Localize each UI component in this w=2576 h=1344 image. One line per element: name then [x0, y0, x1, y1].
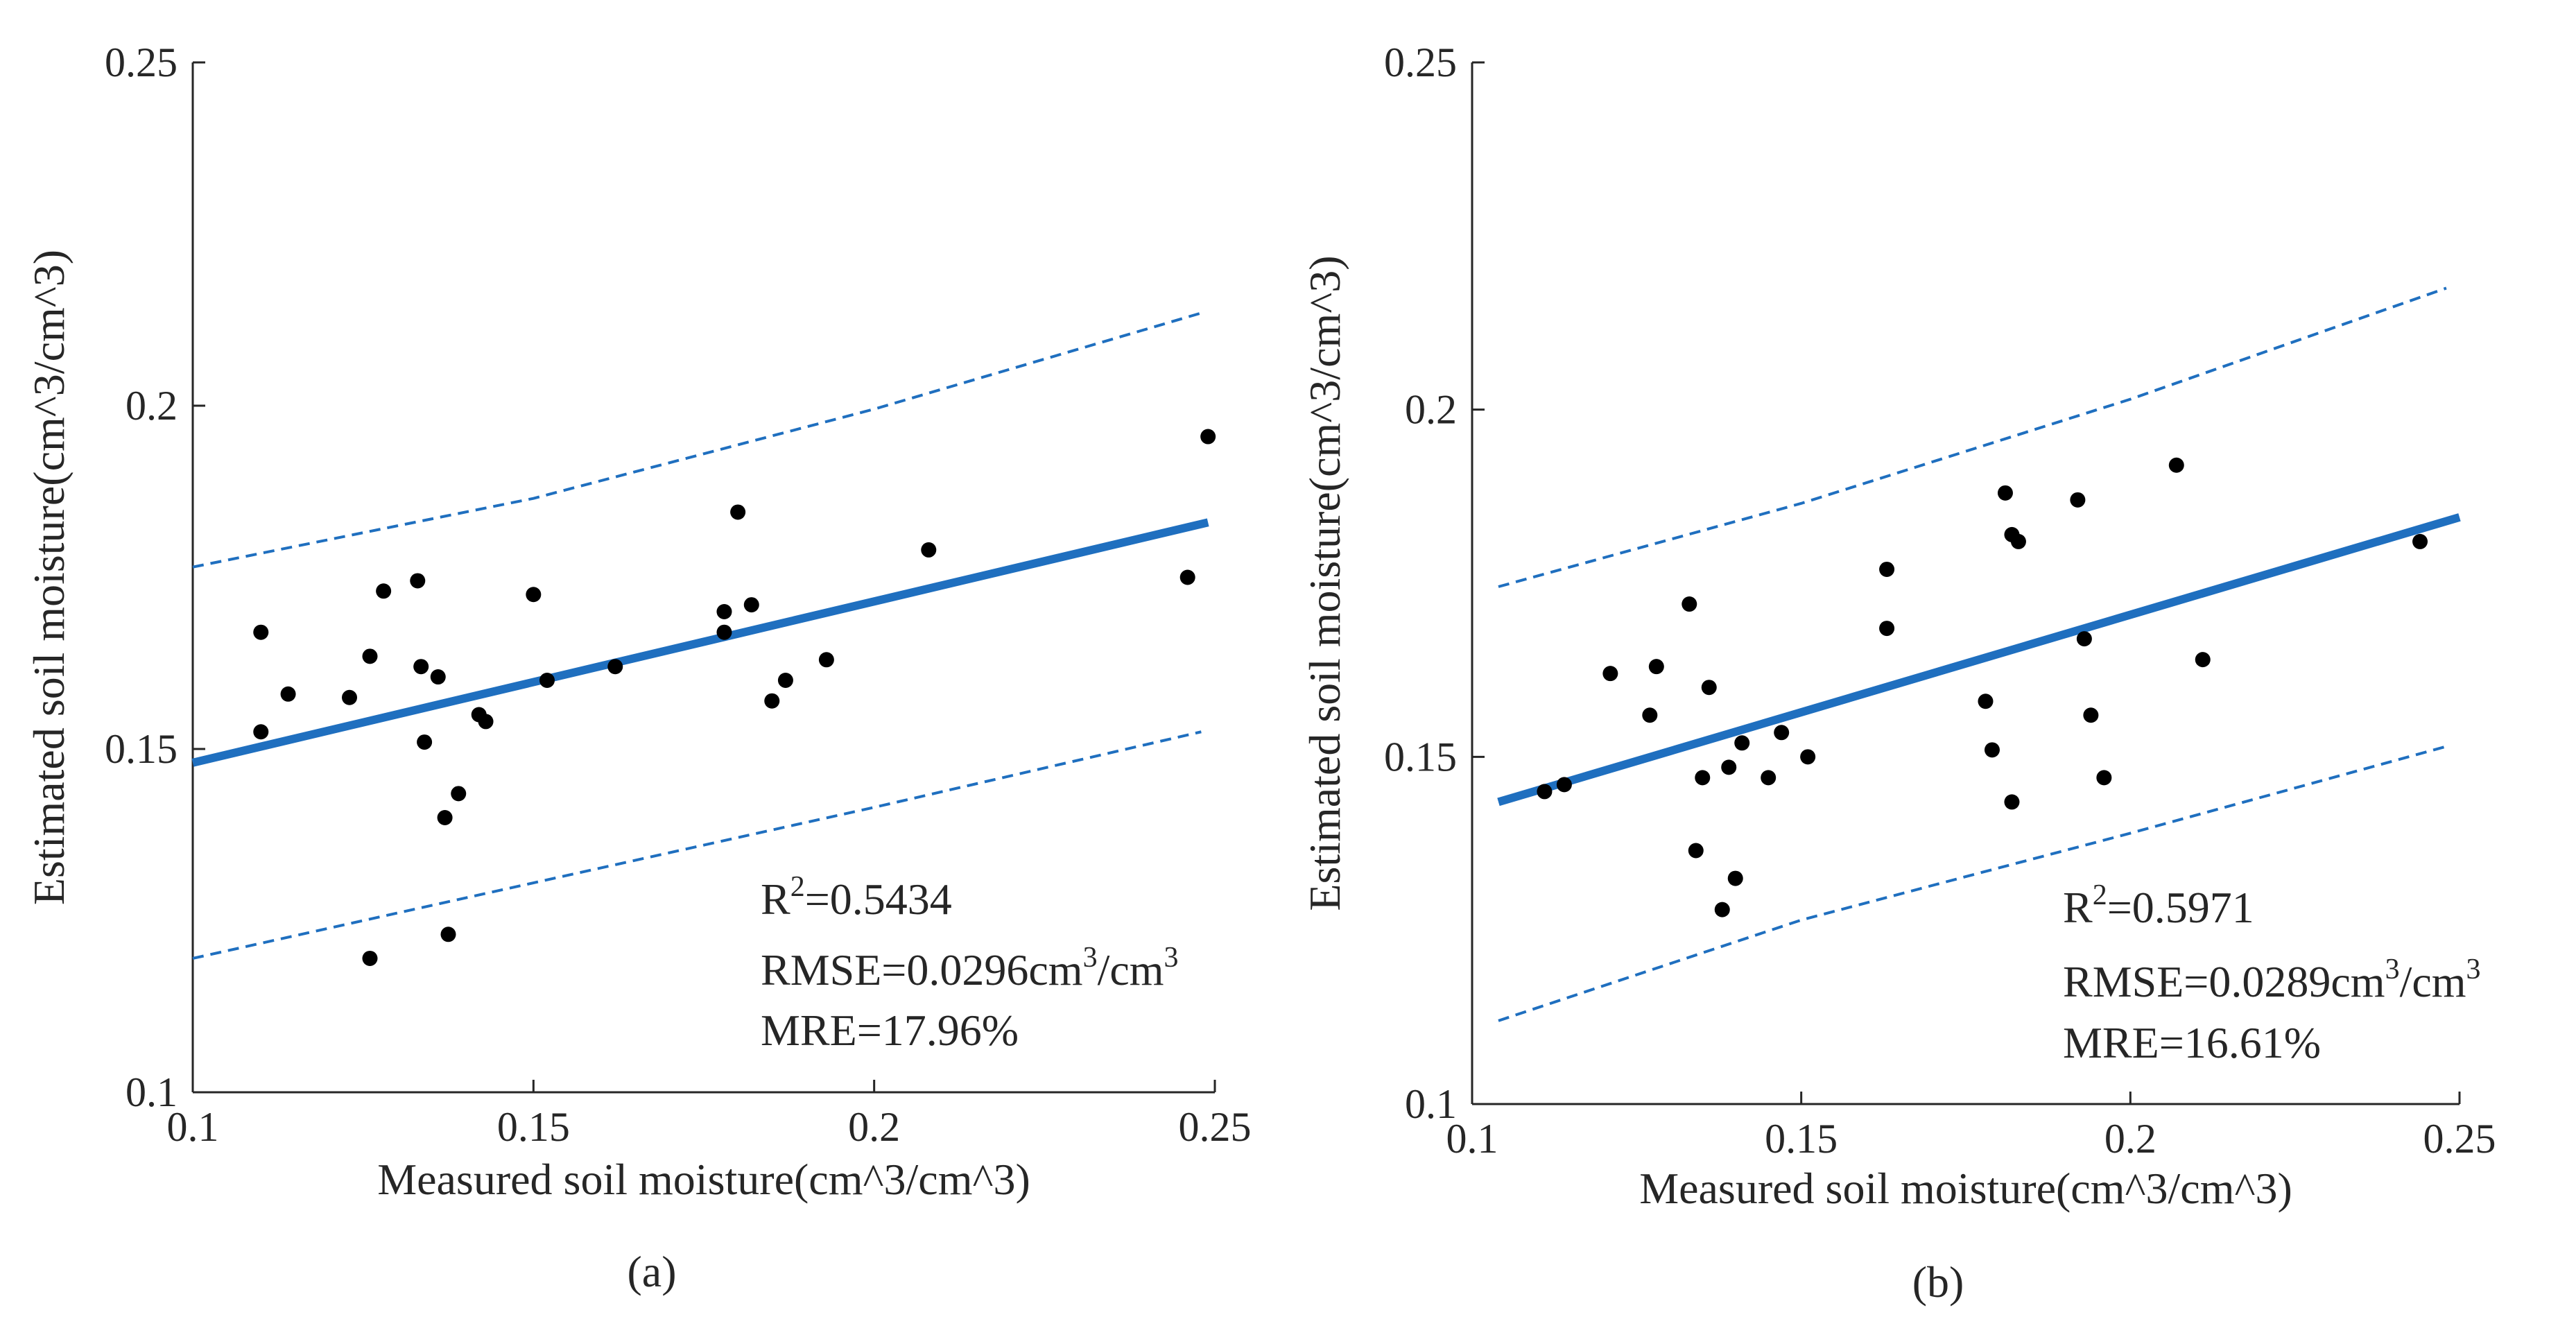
y-axis-label: Estimated soil moisture(cm^3/cm^3): [1300, 255, 1349, 911]
x-tick-label: 0.15: [497, 1104, 570, 1150]
data-point: [1648, 659, 1664, 675]
data-point: [716, 624, 732, 640]
data-point: [1200, 429, 1216, 445]
panel-caption: (a): [627, 1247, 676, 1296]
data-point: [417, 734, 433, 750]
regression-line: [191, 518, 1209, 767]
data-point: [1800, 749, 1816, 765]
data-point: [716, 604, 732, 619]
r2-text: R2=0.5971: [2063, 879, 2254, 932]
x-tick-label: 0.25: [2423, 1116, 2496, 1162]
y-tick-label: 0.15: [105, 726, 178, 772]
data-point: [1714, 902, 1730, 917]
x-tick-label: 0.25: [1179, 1104, 1252, 1150]
data-point: [607, 659, 623, 675]
data-point: [253, 624, 269, 640]
x-tick-label: 0.2: [848, 1104, 900, 1150]
regression-line: [1497, 513, 2461, 807]
data-point: [2096, 770, 2112, 786]
data-point: [413, 659, 429, 675]
data-point: [1179, 569, 1195, 585]
data-point: [1978, 693, 1994, 709]
mre-text: MRE=16.61%: [2063, 1018, 2321, 1067]
data-point: [539, 673, 555, 688]
data-point: [1774, 725, 1790, 741]
data-point: [1997, 485, 2013, 501]
data-point: [777, 673, 793, 688]
lower-bound-line: [1498, 745, 2447, 1022]
data-point: [362, 648, 378, 664]
upper-bound-line: [192, 311, 1202, 569]
data-point: [1556, 777, 1572, 793]
data-point: [1701, 680, 1717, 696]
data-point: [1879, 561, 1895, 577]
data-point: [1734, 735, 1750, 751]
x-tick-label: 0.15: [1765, 1116, 1838, 1162]
x-tick-label: 0.1: [167, 1104, 219, 1150]
data-point: [1688, 843, 1704, 859]
data-point: [2004, 794, 2020, 810]
r2-text: R2=0.5434: [761, 871, 952, 924]
data-point: [2083, 707, 2099, 723]
x-axis-label: Measured soil moisture(cm^3/cm^3): [377, 1155, 1030, 1204]
data-point: [526, 587, 542, 603]
data-point: [1682, 596, 1697, 612]
data-point: [253, 724, 269, 740]
x-tick-label: 0.1: [1446, 1116, 1498, 1162]
y-tick-label: 0.1: [126, 1069, 178, 1115]
y-tick-label: 0.2: [1405, 387, 1457, 433]
mre-text: MRE=17.96%: [761, 1006, 1019, 1055]
panel-a: 0.1 0.15 0.2 0.25 0.1 0.15 0.2 0.25 Measured soi…: [24, 40, 1252, 1296]
y-axis-label: Estimated soil moisture(cm^3/cm^3): [24, 250, 74, 905]
y-tick-label: 0.25: [1384, 40, 1457, 85]
data-point: [921, 542, 937, 558]
data-point: [1537, 784, 1553, 800]
y-tick-label: 0.2: [126, 383, 178, 429]
x-axis-label: Measured soil moisture(cm^3/cm^3): [1639, 1164, 2292, 1213]
y-tick-label: 0.1: [1405, 1081, 1457, 1127]
data-point: [818, 652, 834, 668]
upper-bound-line: [1498, 286, 2447, 588]
data-point: [342, 689, 358, 705]
data-point: [1879, 621, 1895, 637]
data-point: [1984, 742, 2000, 758]
data-point: [1602, 666, 1618, 682]
data-point: [451, 786, 467, 802]
data-point: [2168, 457, 2184, 473]
data-point: [2010, 533, 2026, 549]
data-point: [376, 583, 392, 599]
data-point: [440, 927, 456, 942]
data-point: [764, 693, 780, 709]
data-point: [280, 686, 296, 702]
data-point: [437, 810, 453, 825]
x-tick-label: 0.2: [2104, 1116, 2156, 1162]
data-point: [2195, 652, 2211, 668]
data-point: [1695, 770, 1711, 786]
data-point: [2412, 533, 2428, 549]
data-point: [2070, 492, 2086, 508]
y-tick-label: 0.25: [105, 40, 178, 85]
panel-b: 0.1 0.15 0.2 0.25 0.1 0.15 0.2 0.25 Measured soi…: [1300, 40, 2496, 1307]
data-point: [362, 950, 378, 966]
data-point: [430, 669, 446, 685]
lower-bound-line: [192, 730, 1202, 960]
data-point: [1761, 770, 1777, 786]
data-point: [478, 714, 494, 730]
y-tick-label: 0.15: [1384, 734, 1457, 779]
data-point: [1727, 870, 1743, 886]
data-point: [410, 573, 426, 589]
data-point: [1721, 759, 1737, 775]
panel-caption: (b): [1912, 1257, 1964, 1307]
data-point: [743, 597, 759, 613]
rmse-text: RMSE=0.0289cm3/cm3: [2063, 954, 2481, 1006]
data-point: [730, 504, 746, 520]
data-point: [2076, 631, 2092, 647]
rmse-text: RMSE=0.0296cm3/cm3: [761, 942, 1179, 994]
data-point: [1642, 707, 1658, 723]
